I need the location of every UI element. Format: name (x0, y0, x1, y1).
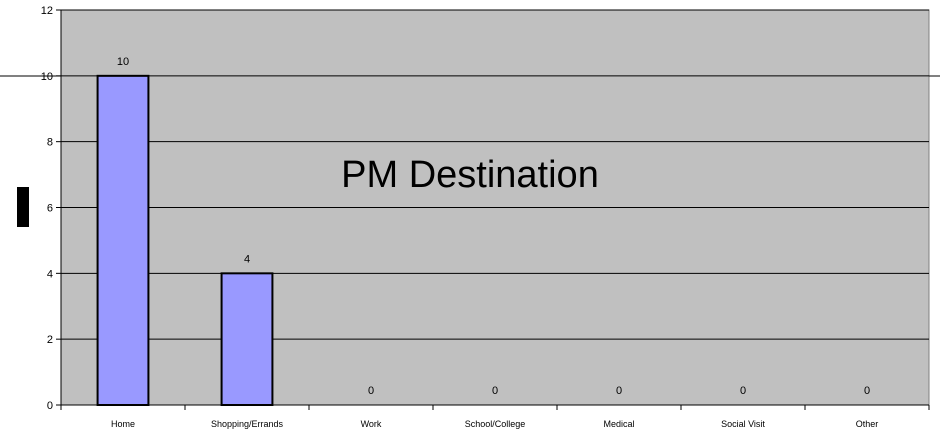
data-label: 0 (740, 385, 746, 397)
y-tick-label: 2 (47, 334, 53, 346)
data-label: 0 (616, 385, 622, 397)
data-labels: 10 4 0 0 0 0 0 (117, 56, 870, 397)
data-label: 0 (368, 385, 374, 397)
y-tick-label: 0 (47, 400, 53, 412)
bar (220, 272, 274, 407)
y-tick-label: 12 (41, 5, 53, 17)
y-tick-label: 6 (47, 203, 53, 215)
data-label: 0 (864, 385, 870, 397)
y-tick-label: 4 (47, 268, 53, 280)
x-tick-label: Shopping/Errands (211, 419, 284, 429)
data-label: 10 (117, 56, 129, 68)
y-tick-label: 8 (47, 137, 53, 149)
y-ticks: 0 2 4 6 8 10 12 (41, 5, 61, 412)
bars (96, 74, 274, 407)
x-tick-label: Home (111, 419, 135, 429)
gridlines (61, 9, 929, 340)
x-tick-label: Social Visit (721, 419, 765, 429)
x-tick-label: Medical (603, 419, 634, 429)
chart-title: PM Destination (341, 154, 599, 196)
y-axis-label-block (17, 187, 29, 227)
data-label: 4 (244, 253, 250, 265)
y-tick-label: 10 (41, 71, 53, 83)
x-ticks: Home Shopping/Errands Work School/College Me… (60, 405, 930, 429)
x-tick-label: Work (361, 419, 382, 429)
data-label: 0 (492, 385, 498, 397)
x-tick-label: Other (856, 419, 879, 429)
x-tick-label: School/College (465, 419, 526, 429)
bar (96, 74, 150, 406)
